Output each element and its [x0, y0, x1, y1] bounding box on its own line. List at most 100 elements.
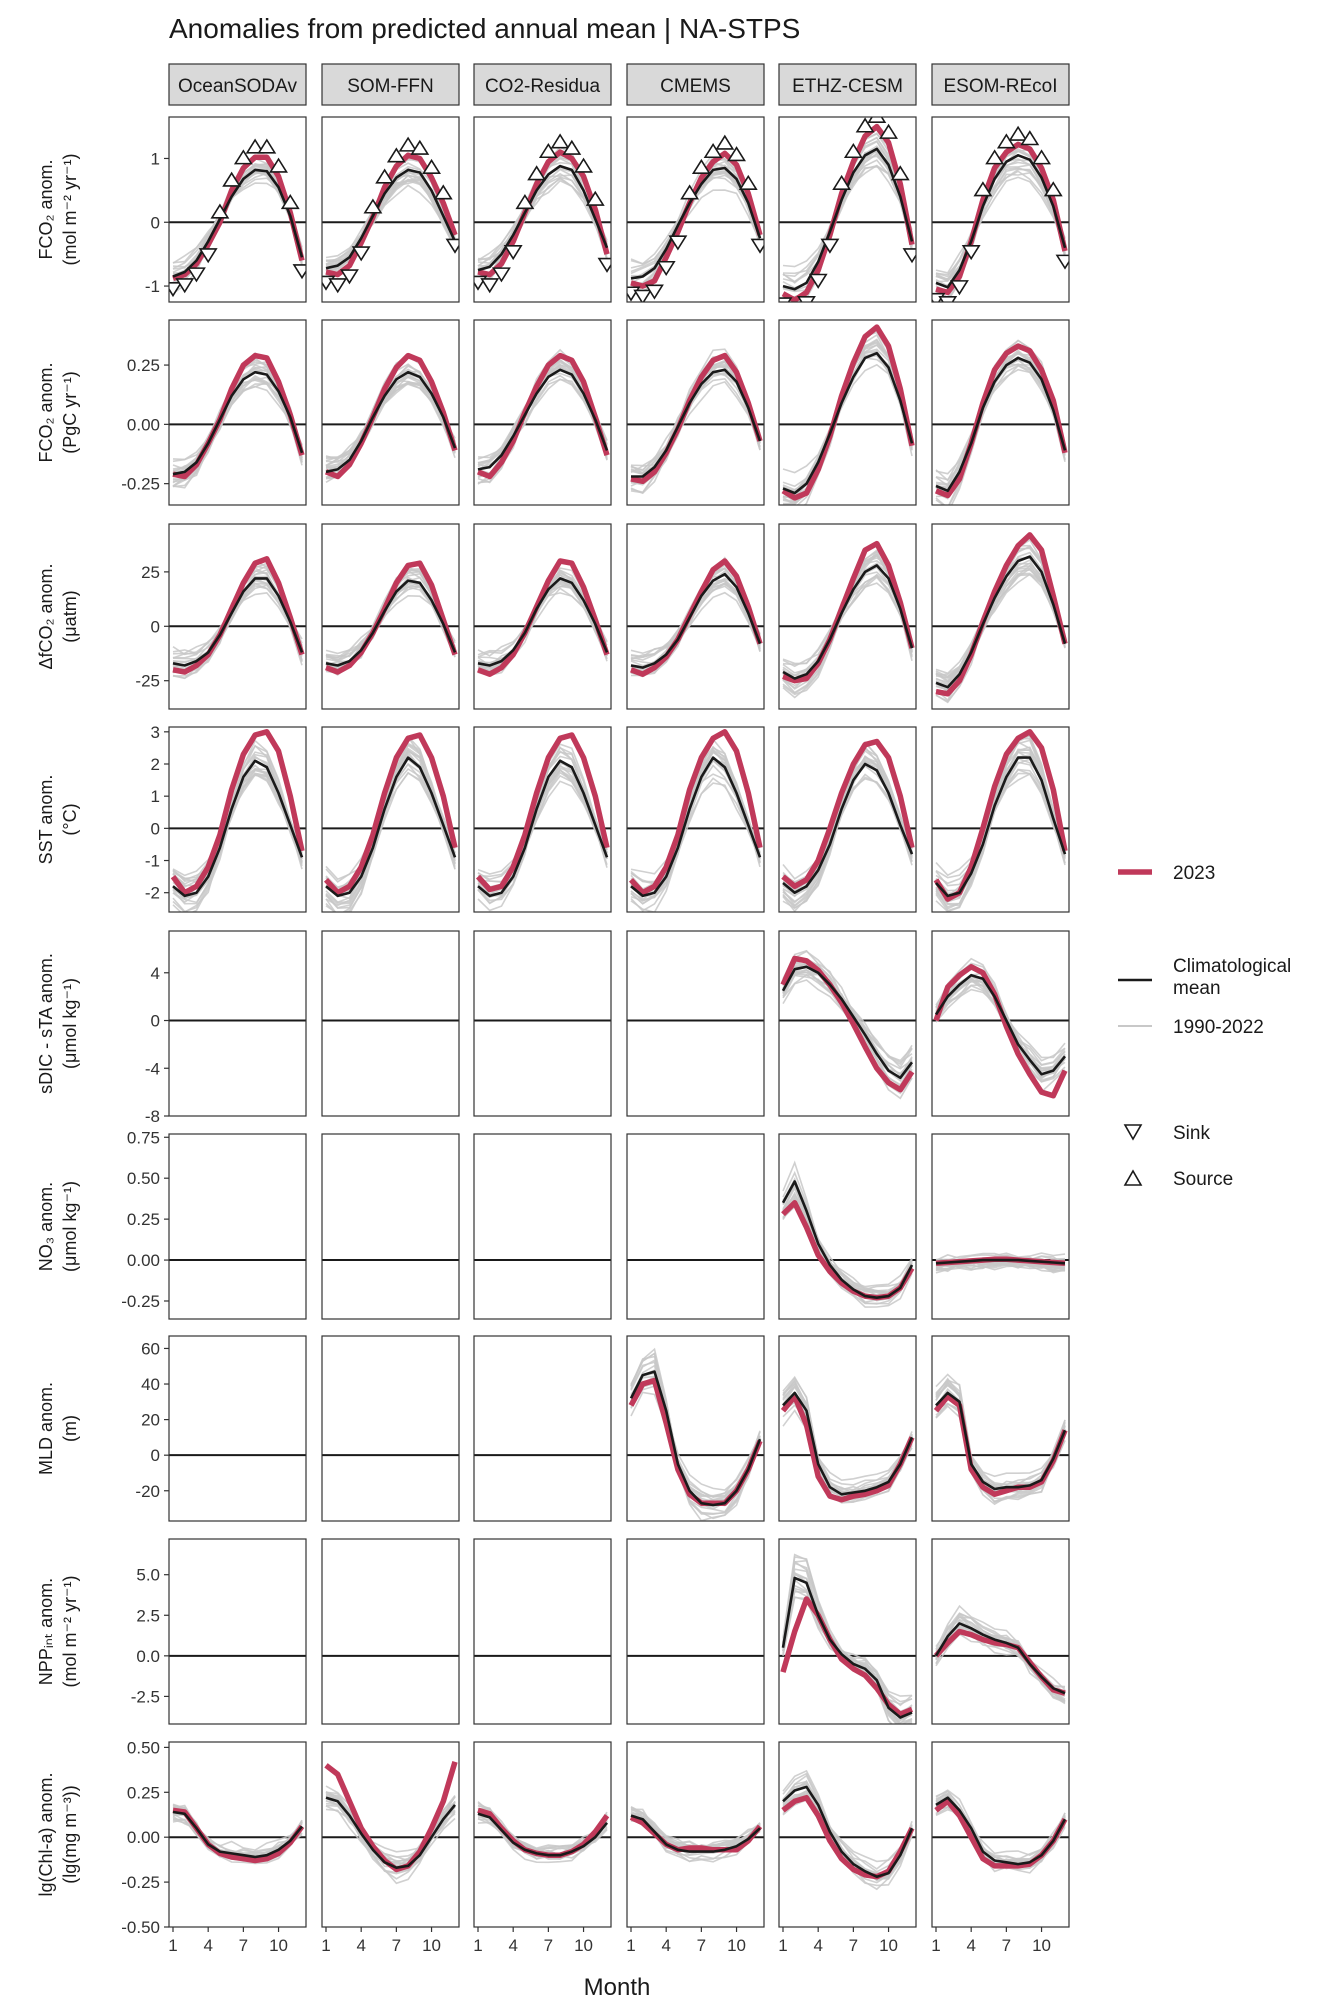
- y-tick-label: 0: [151, 213, 160, 232]
- series-line-climatological-mean: [629, 1370, 762, 1507]
- series-line-climatological-mean: [631, 368, 762, 478]
- panel-border: [473, 1335, 612, 1522]
- panel-npp-CMEMS: [626, 1538, 765, 1725]
- series-line-1990-2022: [782, 964, 913, 1077]
- panel-border: [931, 116, 1070, 303]
- panel-background: [322, 1336, 459, 1521]
- panel-dfco2-ESOM-REcoI: [931, 523, 1070, 710]
- panel-mld-ETHZ-CESM: [778, 1335, 917, 1522]
- source-marker: [843, 142, 863, 159]
- series-line-1990-2022: [782, 1590, 913, 1697]
- sink-marker: [187, 267, 206, 283]
- series-line-2023: [323, 732, 458, 896]
- panel-npp-OceanSODAv: [168, 1538, 307, 1725]
- panel-border: [321, 1538, 460, 1725]
- panel-fco2_area-CMEMS: [626, 116, 765, 303]
- y-tick-label: 0.00: [127, 1251, 160, 1270]
- panel-sdic_sta-ETHZ-CESM: [778, 930, 917, 1117]
- y-tick-label: -2: [145, 884, 160, 903]
- panel-border: [931, 1538, 1070, 1725]
- y-axis-title-no3: NO₃ anom. (μmol kg⁻¹): [36, 1181, 80, 1272]
- series-line-climatological-mean: [477, 164, 609, 272]
- panel-no3-CMEMS: [626, 1133, 765, 1320]
- chart-title: Anomalies from predicted annual mean | N…: [169, 13, 800, 44]
- panel-border: [168, 930, 307, 1117]
- y-tick-label: 40: [141, 1375, 160, 1394]
- series-line-1990-2022: [782, 1578, 913, 1703]
- legend: 2023 Climatological mean 1990-2022 Sink Sourc…: [1118, 863, 1291, 1190]
- source-marker: [585, 190, 605, 206]
- series-line-2023: [630, 150, 763, 289]
- panel-background: [169, 1336, 306, 1521]
- series-line-2023: [172, 154, 305, 282]
- series-line-2023: [325, 560, 458, 675]
- panel-sst-OceanSODAv: [168, 726, 307, 913]
- source-marker: [222, 171, 242, 187]
- panel-border: [778, 1335, 917, 1522]
- y-tick-label: -1: [145, 852, 160, 871]
- source-marker: [280, 193, 300, 210]
- x-tick-label: 7: [697, 1936, 706, 1955]
- panel-border: [321, 1335, 460, 1522]
- panel-border: [778, 726, 917, 913]
- source-marker: [515, 193, 535, 210]
- panel-border: [778, 1133, 917, 1320]
- series-line-1990-2022: [477, 746, 608, 898]
- y-tick-label: 0: [151, 617, 160, 636]
- y-axis-title-sst: SST anom. (°C): [36, 775, 80, 865]
- sink-marker: [175, 278, 195, 294]
- series-line-climatological-mean: [934, 973, 1067, 1076]
- series-line-1990-2022: [935, 957, 1066, 1082]
- facet-strip-label: ETHZ-CESM: [792, 76, 903, 97]
- panel-border: [168, 1335, 307, 1522]
- panel-background: [627, 931, 764, 1116]
- panel-sst-CO2-Residua: [473, 726, 612, 913]
- sink-marker: [902, 248, 916, 264]
- y-tick-label: 0: [151, 1446, 160, 1465]
- series-line-2023: [475, 732, 610, 893]
- x-tick-label: 7: [849, 1936, 858, 1955]
- source-marker: [985, 149, 1005, 165]
- series-line-1990-2022: [630, 1372, 761, 1498]
- panel-mld-OceanSODAv: [168, 1335, 307, 1522]
- series-line-climatological-mean: [325, 168, 457, 270]
- series-line-1990-2022: [630, 1352, 761, 1521]
- panel-border: [626, 319, 765, 506]
- panel-background: [322, 1134, 459, 1319]
- x-tick-label: 10: [879, 1936, 898, 1955]
- panel-border: [168, 1741, 307, 1928]
- series-line-climatological-mean: [935, 154, 1067, 289]
- facet-strip-ETHZ-CESM: ETHZ-CESM: [778, 63, 917, 106]
- x-tick-label: 1: [321, 1936, 330, 1955]
- panel-sst-SOM-FFN: [321, 726, 460, 913]
- panel-border: [778, 319, 917, 506]
- series-line-climatological-mean: [630, 166, 762, 280]
- series-line-climatological-mean: [781, 1576, 913, 1719]
- x-tick-label: 4: [356, 1936, 365, 1955]
- facet-panels: -101-0.250.000.25-25025-2-10123-8-404-0.…: [121, 116, 1070, 1937]
- source-marker: [867, 117, 887, 123]
- panel-background: [779, 320, 916, 505]
- legend-label-source: Source: [1173, 1169, 1233, 1190]
- sink-marker: [645, 284, 664, 300]
- x-axis: Month 1 4 7 10 1 4 7 10 1 4 7 10 1 4 7 10 1 4 7 10 1 4 7 10: [168, 1927, 1051, 2001]
- y-axis-title-mld: MLD anom. (m): [36, 1382, 80, 1475]
- series-line-1990-2022: [782, 1789, 913, 1863]
- sink-marker: [820, 238, 840, 254]
- x-tick-label: 7: [544, 1936, 553, 1955]
- source-marker: [410, 139, 430, 155]
- panel-no3-ESOM-REcoI: [931, 1133, 1070, 1320]
- sink-marker: [950, 280, 969, 296]
- sink-marker: [503, 244, 523, 261]
- source-marker: [375, 168, 395, 184]
- series-line-2023: [325, 152, 458, 278]
- series-line-2023: [781, 738, 915, 890]
- series-line-1990-2022: [935, 176, 1066, 280]
- panel-no3-OceanSODAv: [168, 1133, 307, 1320]
- panel-sdic_sta-OceanSODAv: [168, 930, 307, 1117]
- source-marker: [1008, 125, 1028, 141]
- panel-border: [778, 930, 917, 1117]
- sink-marker: [351, 246, 371, 262]
- panel-chla-CMEMS: [626, 1741, 765, 1928]
- series-line-2023: [476, 352, 610, 480]
